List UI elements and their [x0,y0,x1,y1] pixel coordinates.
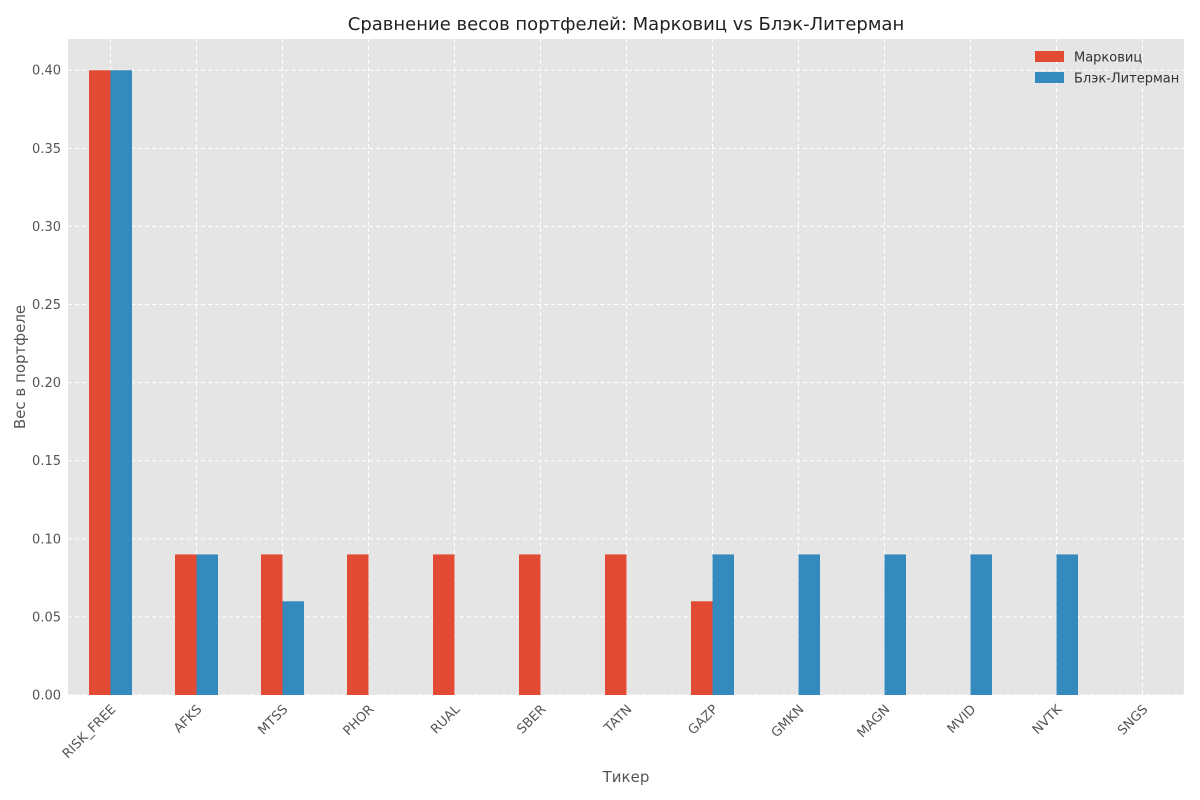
x-tick-label: RISK_FREE [60,702,119,761]
bar-markowitz [691,601,713,695]
x-tick-label: SBER [514,702,549,737]
y-tick-label: 0.40 [32,64,61,79]
x-tick-label: NVTK [1030,702,1066,738]
bar-black-litterman [712,554,734,695]
x-tick-label: SNGS [1115,702,1151,738]
x-axis-label: Тикер [602,768,650,786]
x-tick-label: GMKN [769,702,808,741]
bar-black-litterman [110,70,132,695]
legend-label: Марковиц [1074,51,1142,66]
x-tick-label: TATN [601,702,635,736]
y-tick-label: 0.35 [32,142,61,157]
bar-markowitz [261,554,283,695]
x-axis: RISK_FREE AFKS MTSS PHOR RUAL SBER TATN GAZP GMK… [60,702,1151,762]
y-tick-label: 0.15 [32,454,61,469]
bars [89,70,1078,695]
bar-black-litterman [884,554,906,695]
y-tick-label: 0.05 [32,610,61,625]
y-axis-label: Вес в портфеле [11,305,29,429]
legend-label: Блэк-Литерман [1074,72,1179,87]
x-tick-label: GAZP [685,702,721,738]
y-tick-label: 0.10 [32,532,61,547]
x-tick-label: MAGN [855,702,894,741]
bar-black-litterman [282,601,304,695]
legend-swatch [1035,72,1064,83]
bar-black-litterman [1056,554,1078,695]
y-tick-label: 0.20 [32,376,61,391]
chart-title: Сравнение весов портфелей: Марковиц vs Б… [348,14,904,35]
bar-markowitz [175,554,197,695]
x-tick-label: AFKS [171,702,205,736]
y-tick-label: 0.30 [32,220,61,235]
bar-markowitz [519,554,541,695]
y-tick-label: 0.25 [32,298,61,313]
x-tick-label: MVID [945,702,980,737]
bar-black-litterman [970,554,992,695]
bar-black-litterman [196,554,218,695]
x-tick-label: RUAL [428,702,464,738]
x-tick-label: PHOR [341,702,378,739]
legend: Марковиц Блэк-Литерман [1035,51,1179,87]
x-tick-label: MTSS [255,702,291,738]
bar-markowitz [433,554,455,695]
bar-black-litterman [798,554,820,695]
y-axis: 0.00 0.05 0.10 0.15 0.20 0.25 0.30 0.35 0.40 [32,64,61,704]
legend-swatch [1035,51,1064,62]
bar-markowitz [347,554,369,695]
y-tick-label: 0.00 [32,689,61,704]
bar-markowitz [605,554,627,695]
bar-markowitz [89,70,111,695]
